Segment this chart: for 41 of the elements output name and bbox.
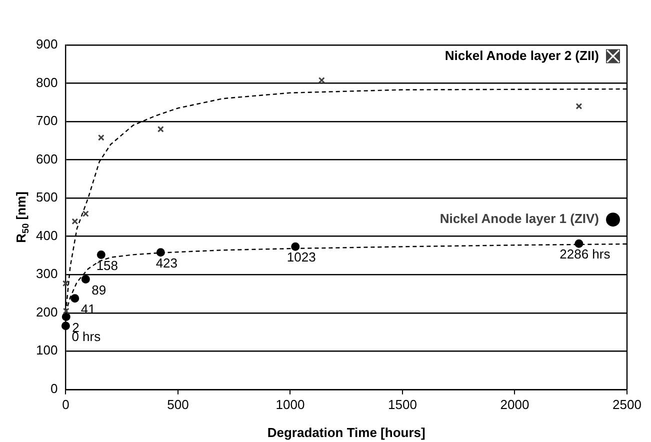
point bbox=[62, 312, 70, 321]
annotation: 158 bbox=[96, 258, 118, 273]
y-tick-label: 400 bbox=[36, 228, 58, 243]
point bbox=[291, 242, 300, 251]
y-tick-label: 700 bbox=[36, 113, 58, 128]
annotation: 2286 hrs bbox=[560, 246, 611, 262]
point bbox=[156, 248, 165, 257]
point bbox=[96, 250, 106, 259]
point bbox=[61, 322, 70, 330]
point bbox=[62, 308, 70, 314]
y-tick-label: 200 bbox=[36, 304, 58, 320]
point bbox=[574, 239, 584, 248]
x-axis-title: Degradation Time [hours] bbox=[267, 424, 426, 440]
point bbox=[62, 280, 69, 287]
y-tick-label: 600 bbox=[36, 151, 58, 166]
x-tick-label: 500 bbox=[167, 396, 189, 412]
point bbox=[318, 76, 325, 84]
x-tick-label: 1500 bbox=[388, 396, 417, 412]
y-tick-label: 800 bbox=[36, 74, 58, 90]
point bbox=[72, 218, 78, 225]
y-tick-label: 300 bbox=[36, 266, 58, 282]
point bbox=[70, 294, 80, 303]
point bbox=[157, 126, 164, 132]
point bbox=[576, 103, 582, 110]
legend-label: Nickel Anode layer 2 (ZII) bbox=[444, 48, 599, 63]
y-tick-label: 0 bbox=[50, 380, 58, 396]
x-tick-label: 1000 bbox=[276, 396, 305, 412]
legend-label: Nickel Anode layer 1 (ZIV) bbox=[440, 211, 599, 226]
annotation: 89 bbox=[92, 282, 106, 298]
x-tick-label: 0 bbox=[62, 396, 70, 412]
annotation: 423 bbox=[156, 255, 178, 270]
point bbox=[98, 134, 104, 141]
y-tick-label: 500 bbox=[36, 190, 58, 205]
point bbox=[82, 210, 89, 217]
x-tick-label: 2500 bbox=[612, 396, 642, 412]
y-axis-title: R50 [nm] bbox=[14, 192, 30, 243]
y-tick-label: 100 bbox=[36, 342, 58, 358]
y-tick-label: 900 bbox=[36, 36, 58, 52]
point bbox=[81, 274, 90, 284]
x-tick-label: 2000 bbox=[500, 396, 530, 412]
annotation: 1023 bbox=[286, 250, 316, 265]
